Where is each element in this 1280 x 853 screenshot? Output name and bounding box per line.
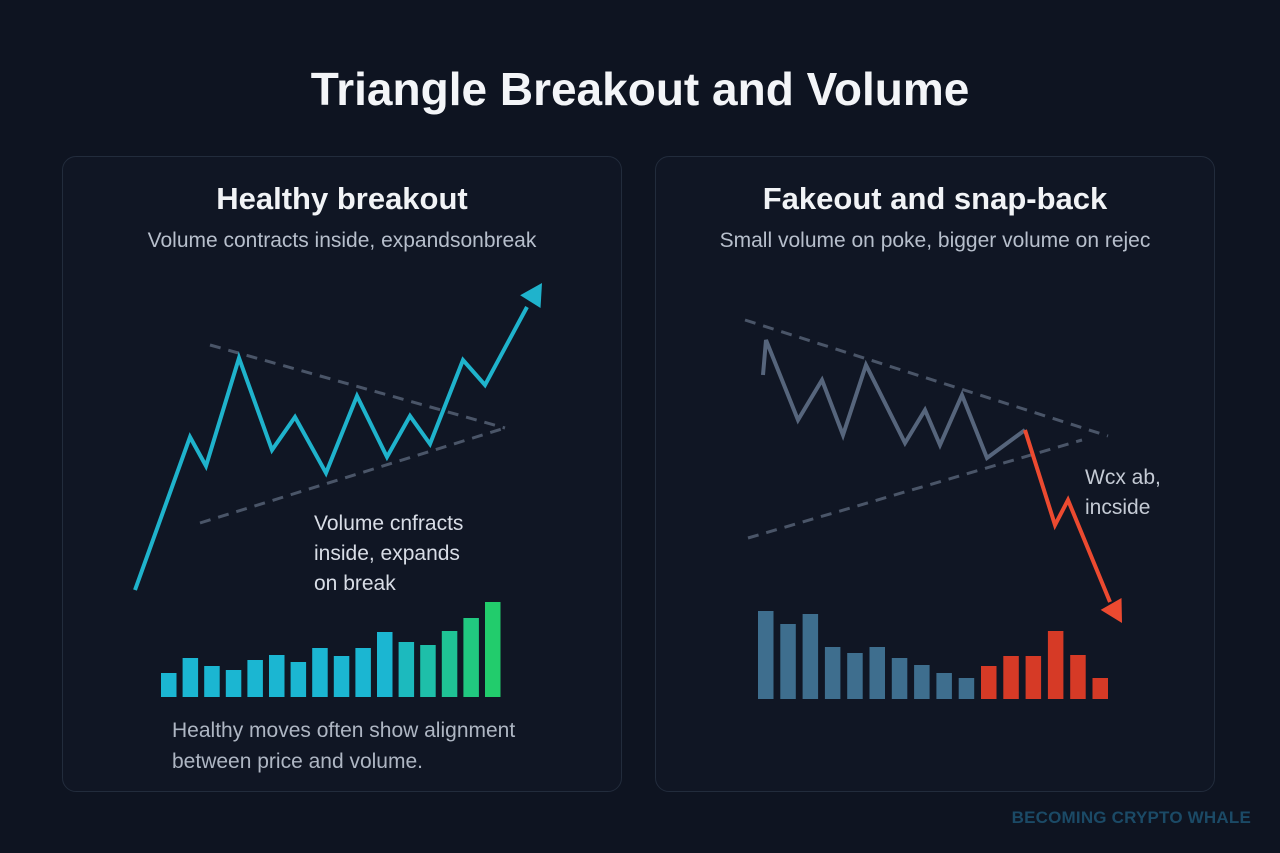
annotation-fakeout: Wcx ab, incside	[1085, 463, 1161, 523]
volume-bar	[891, 658, 908, 699]
volume-bar	[420, 645, 436, 697]
panel-fakeout: Fakeout and snap-back Small volume on po…	[655, 156, 1215, 792]
volume-bar	[204, 666, 220, 697]
volume-bar	[377, 632, 393, 697]
volume-bar	[869, 647, 885, 699]
volume-bar	[1003, 656, 1019, 699]
volume-bar	[247, 660, 263, 697]
volume-bar	[485, 602, 501, 697]
volume-bar	[333, 656, 350, 697]
annotation-line: Volume cnfracts	[314, 512, 464, 535]
price-line	[761, 339, 1027, 462]
volume-bar	[824, 647, 841, 699]
volume-bar	[847, 653, 863, 699]
triangle-lower-trendline	[747, 438, 1083, 540]
volume-bar	[441, 631, 458, 697]
panel-title: Fakeout and snap-back	[762, 181, 1108, 216]
volume-bar	[355, 648, 371, 697]
volume-bar	[802, 614, 819, 699]
volume-bar	[398, 642, 415, 697]
volume-bar	[269, 655, 285, 697]
caption-line: Healthy moves often show alignment	[172, 719, 516, 742]
volume-bar	[463, 618, 479, 697]
volume-bar	[1070, 655, 1086, 699]
price-line	[133, 306, 529, 591]
volume-bar	[758, 611, 774, 699]
caption-line: between price and volume.	[172, 750, 423, 773]
volume-bar	[780, 624, 796, 699]
volume-bar	[312, 648, 328, 697]
triangle-lower-trendline	[199, 426, 506, 525]
panel-subtitle: Volume contracts inside, expandsonbreak	[147, 229, 537, 252]
volume-bar	[936, 673, 952, 699]
volume-bar	[1025, 656, 1042, 699]
annotation-line: inside, expands	[314, 542, 460, 565]
panel-title: Healthy breakout	[216, 181, 468, 216]
triangle-upper-trendline	[744, 318, 1109, 438]
watermark: BECOMING CRYPTO WHALE	[1011, 808, 1251, 827]
triangle-upper-trendline	[209, 343, 506, 430]
panel-healthy-breakout: Healthy breakout Volume contracts inside…	[62, 156, 622, 792]
volume-bar	[981, 666, 997, 699]
volume-bar	[290, 662, 307, 697]
arrow-up-icon	[520, 283, 542, 309]
volume-bar	[225, 670, 242, 697]
volume-bar	[161, 673, 177, 697]
panel-subtitle: Small volume on poke, bigger volume on r…	[719, 229, 1151, 252]
annotation-line: Wcx ab,	[1085, 466, 1161, 489]
caption-healthy: Healthy moves often show alignment betwe…	[172, 715, 515, 777]
volume-bar	[182, 658, 199, 697]
arrow-down-icon	[1100, 597, 1122, 623]
volume-bar	[958, 678, 975, 699]
volume-bar	[1047, 631, 1064, 699]
annotation-healthy: Volume cnfracts inside, expands on break	[314, 509, 463, 599]
annotation-line: on break	[314, 572, 396, 595]
page-title: Triangle Breakout and Volume	[310, 63, 970, 115]
annotation-line: incside	[1085, 496, 1151, 519]
volume-bar	[914, 665, 930, 699]
breakdown-line	[1023, 429, 1112, 603]
volume-bar	[1092, 678, 1108, 699]
